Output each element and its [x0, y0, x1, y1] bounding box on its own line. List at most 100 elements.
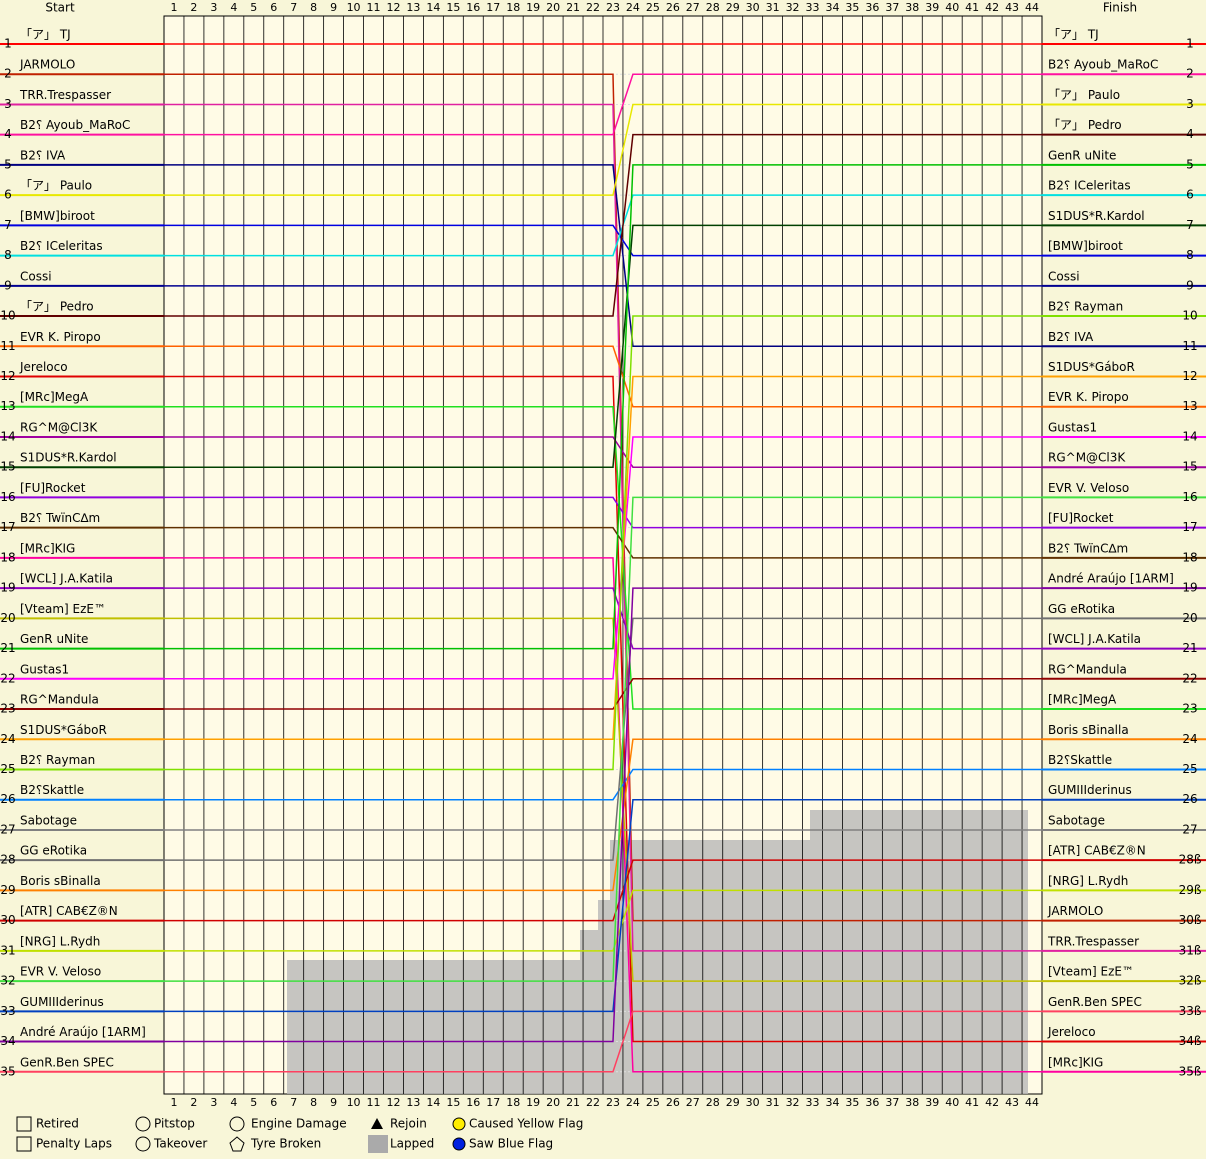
finish-position-label: 21	[1182, 641, 1197, 655]
position-label: 1	[4, 37, 12, 51]
lap-label: 18	[506, 1, 520, 14]
finish-position-label: 32ß	[1179, 974, 1202, 988]
lap-label: 32	[786, 1096, 800, 1109]
legend-icon	[16, 1116, 32, 1132]
legend-text: Pitstop	[154, 1117, 195, 1131]
start-driver-name: B2⸮ TwïnC∆m	[20, 511, 100, 525]
lap-label: 34	[825, 1096, 839, 1109]
legend-text: Tyre Broken	[250, 1137, 321, 1151]
finish-driver-name: B2⸮ Rayman	[1048, 300, 1123, 314]
lap-label: 30	[746, 1, 760, 14]
finish-position-label: 24	[1182, 732, 1197, 746]
finish-driver-name: Jereloco	[1047, 1025, 1096, 1039]
finish-driver-name: [Vteam] EzE™	[1048, 965, 1134, 979]
start-driver-name: [BMW]biroot	[20, 209, 95, 223]
start-driver-name: [MRc]KIG	[20, 541, 75, 555]
lap-label: 28	[706, 1096, 720, 1109]
lap-label: 30	[746, 1096, 760, 1109]
position-label: 18	[0, 550, 15, 564]
start-driver-name: Jereloco	[19, 360, 68, 374]
legend-icon	[371, 1118, 383, 1129]
lap-label: 23	[606, 1, 620, 14]
position-label: 13	[0, 399, 15, 413]
finish-position-label: 20	[1182, 611, 1197, 625]
finish-position-label: 33ß	[1179, 1004, 1202, 1018]
position-label: 12	[0, 369, 15, 383]
legend-icon	[452, 1117, 466, 1131]
start-driver-name: EVR V. Veloso	[20, 965, 101, 979]
driver-lines	[0, 16, 1206, 1094]
lap-label: 17	[486, 1096, 500, 1109]
legend-text: Engine Damage	[251, 1117, 347, 1131]
lap-label: 33	[806, 1, 820, 14]
legend-text: Caused Yellow Flag	[469, 1117, 583, 1131]
finish-driver-name: B2⸮ Ayoub_MaRoC	[1048, 58, 1158, 72]
legend-text: Retired	[36, 1117, 79, 1131]
lap-label: 16	[466, 1, 480, 14]
finish-driver-name: EVR V. Veloso	[1048, 481, 1129, 495]
lap-label: 8	[310, 1, 317, 14]
finish-driver-name: Gustas1	[1048, 420, 1097, 434]
position-label: 24	[0, 732, 15, 746]
lap-label: 10	[347, 1096, 361, 1109]
position-label: 4	[4, 127, 12, 141]
finish-driver-name: S1DUS*R.Kardol	[1048, 209, 1145, 223]
driver-line	[164, 587, 1042, 650]
lap-label: 31	[766, 1096, 780, 1109]
finish-position-label: 16	[1182, 490, 1197, 504]
start-driver-name: B2⸮ Rayman	[20, 753, 95, 767]
position-label: 9	[4, 278, 12, 292]
start-driver-name: JARMOLO	[19, 58, 75, 72]
lap-label: 14	[426, 1096, 440, 1109]
driver-line	[164, 768, 1042, 801]
finish-driver-name: André Araújo [1ARM]	[1048, 572, 1174, 586]
lap-label: 22	[586, 1, 600, 14]
driver-line	[164, 164, 1042, 650]
start-driver-name: S1DUS*R.Kardol	[20, 451, 117, 465]
finish-position-label: 19	[1182, 581, 1197, 595]
start-driver-name: [FU]Rocket	[20, 481, 86, 495]
finish-driver-name: Cossi	[1048, 269, 1080, 283]
position-label: 16	[0, 490, 15, 504]
lap-label: 37	[885, 1, 899, 14]
finish-driver-name: GG eRotika	[1048, 602, 1115, 616]
finish-position-label: 9	[1186, 278, 1194, 292]
finish-position-label: 27	[1182, 822, 1197, 836]
legend-icon	[452, 1137, 466, 1151]
finish-position-label: 31ß	[1179, 943, 1202, 957]
lap-label: 29	[726, 1, 740, 14]
position-label: 15	[0, 460, 15, 474]
lap-label: 4	[230, 1096, 237, 1109]
position-label: 5	[4, 157, 12, 171]
lap-label: 9	[330, 1, 337, 14]
finish-driver-name: S1DUS*GáboR	[1048, 360, 1135, 374]
driver-line	[164, 103, 1042, 196]
finish-driver-name: 「ア」 TJ	[1048, 28, 1099, 42]
start-driver-name: TRR.Trespasser	[19, 88, 111, 102]
start-driver-name: B2⸮ IVA	[20, 148, 66, 162]
legend-text: Rejoin	[390, 1117, 427, 1131]
finish-driver-name: [MRc]KIG	[1048, 1055, 1103, 1069]
finish-driver-name: [BMW]biroot	[1048, 239, 1123, 253]
lap-label: 8	[310, 1096, 317, 1109]
finish-label: Finish	[1103, 1, 1137, 15]
driver-line	[164, 315, 1042, 771]
position-label: 28	[0, 853, 15, 867]
driver-line	[164, 164, 1042, 348]
lap-label: 26	[666, 1096, 680, 1109]
legend-text: Saw Blue Flag	[469, 1137, 553, 1151]
legend-icon	[135, 1136, 151, 1152]
lap-label: 41	[965, 1096, 979, 1109]
finish-position-label: 30ß	[1179, 913, 1202, 927]
finish-driver-name: JARMOLO	[1047, 904, 1103, 918]
start-driver-name: [Vteam] EzE™	[20, 602, 106, 616]
position-label: 7	[4, 218, 12, 232]
start-driver-name: [MRc]MegA	[20, 390, 89, 404]
lap-label: 41	[965, 1, 979, 14]
start-driver-name: S1DUS*GáboR	[20, 723, 107, 737]
legend: Retired Penalty Laps Pitstop Takeover En…	[16, 1116, 583, 1153]
finish-driver-name: RG^M@Cl3K	[1048, 451, 1126, 465]
start-driver-name: GenR uNite	[20, 632, 88, 646]
position-label: 32	[0, 974, 15, 988]
